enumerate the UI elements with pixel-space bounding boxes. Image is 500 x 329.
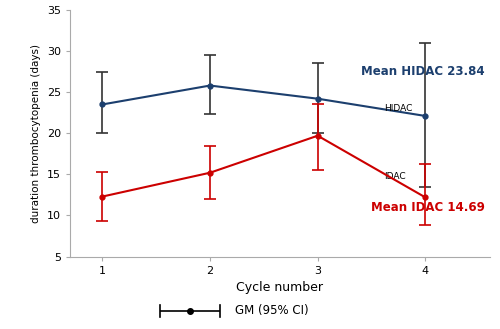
Text: Mean IDAC 14.69: Mean IDAC 14.69 — [370, 201, 484, 214]
Text: Mean HIDAC 23.84: Mean HIDAC 23.84 — [361, 65, 484, 78]
Text: IDAC: IDAC — [384, 171, 406, 181]
Text: HIDAC: HIDAC — [384, 104, 413, 113]
X-axis label: Cycle number: Cycle number — [236, 281, 324, 294]
Y-axis label: duration thrombocytopenia (days): duration thrombocytopenia (days) — [32, 44, 42, 223]
Text: GM (95% CI): GM (95% CI) — [235, 304, 308, 317]
